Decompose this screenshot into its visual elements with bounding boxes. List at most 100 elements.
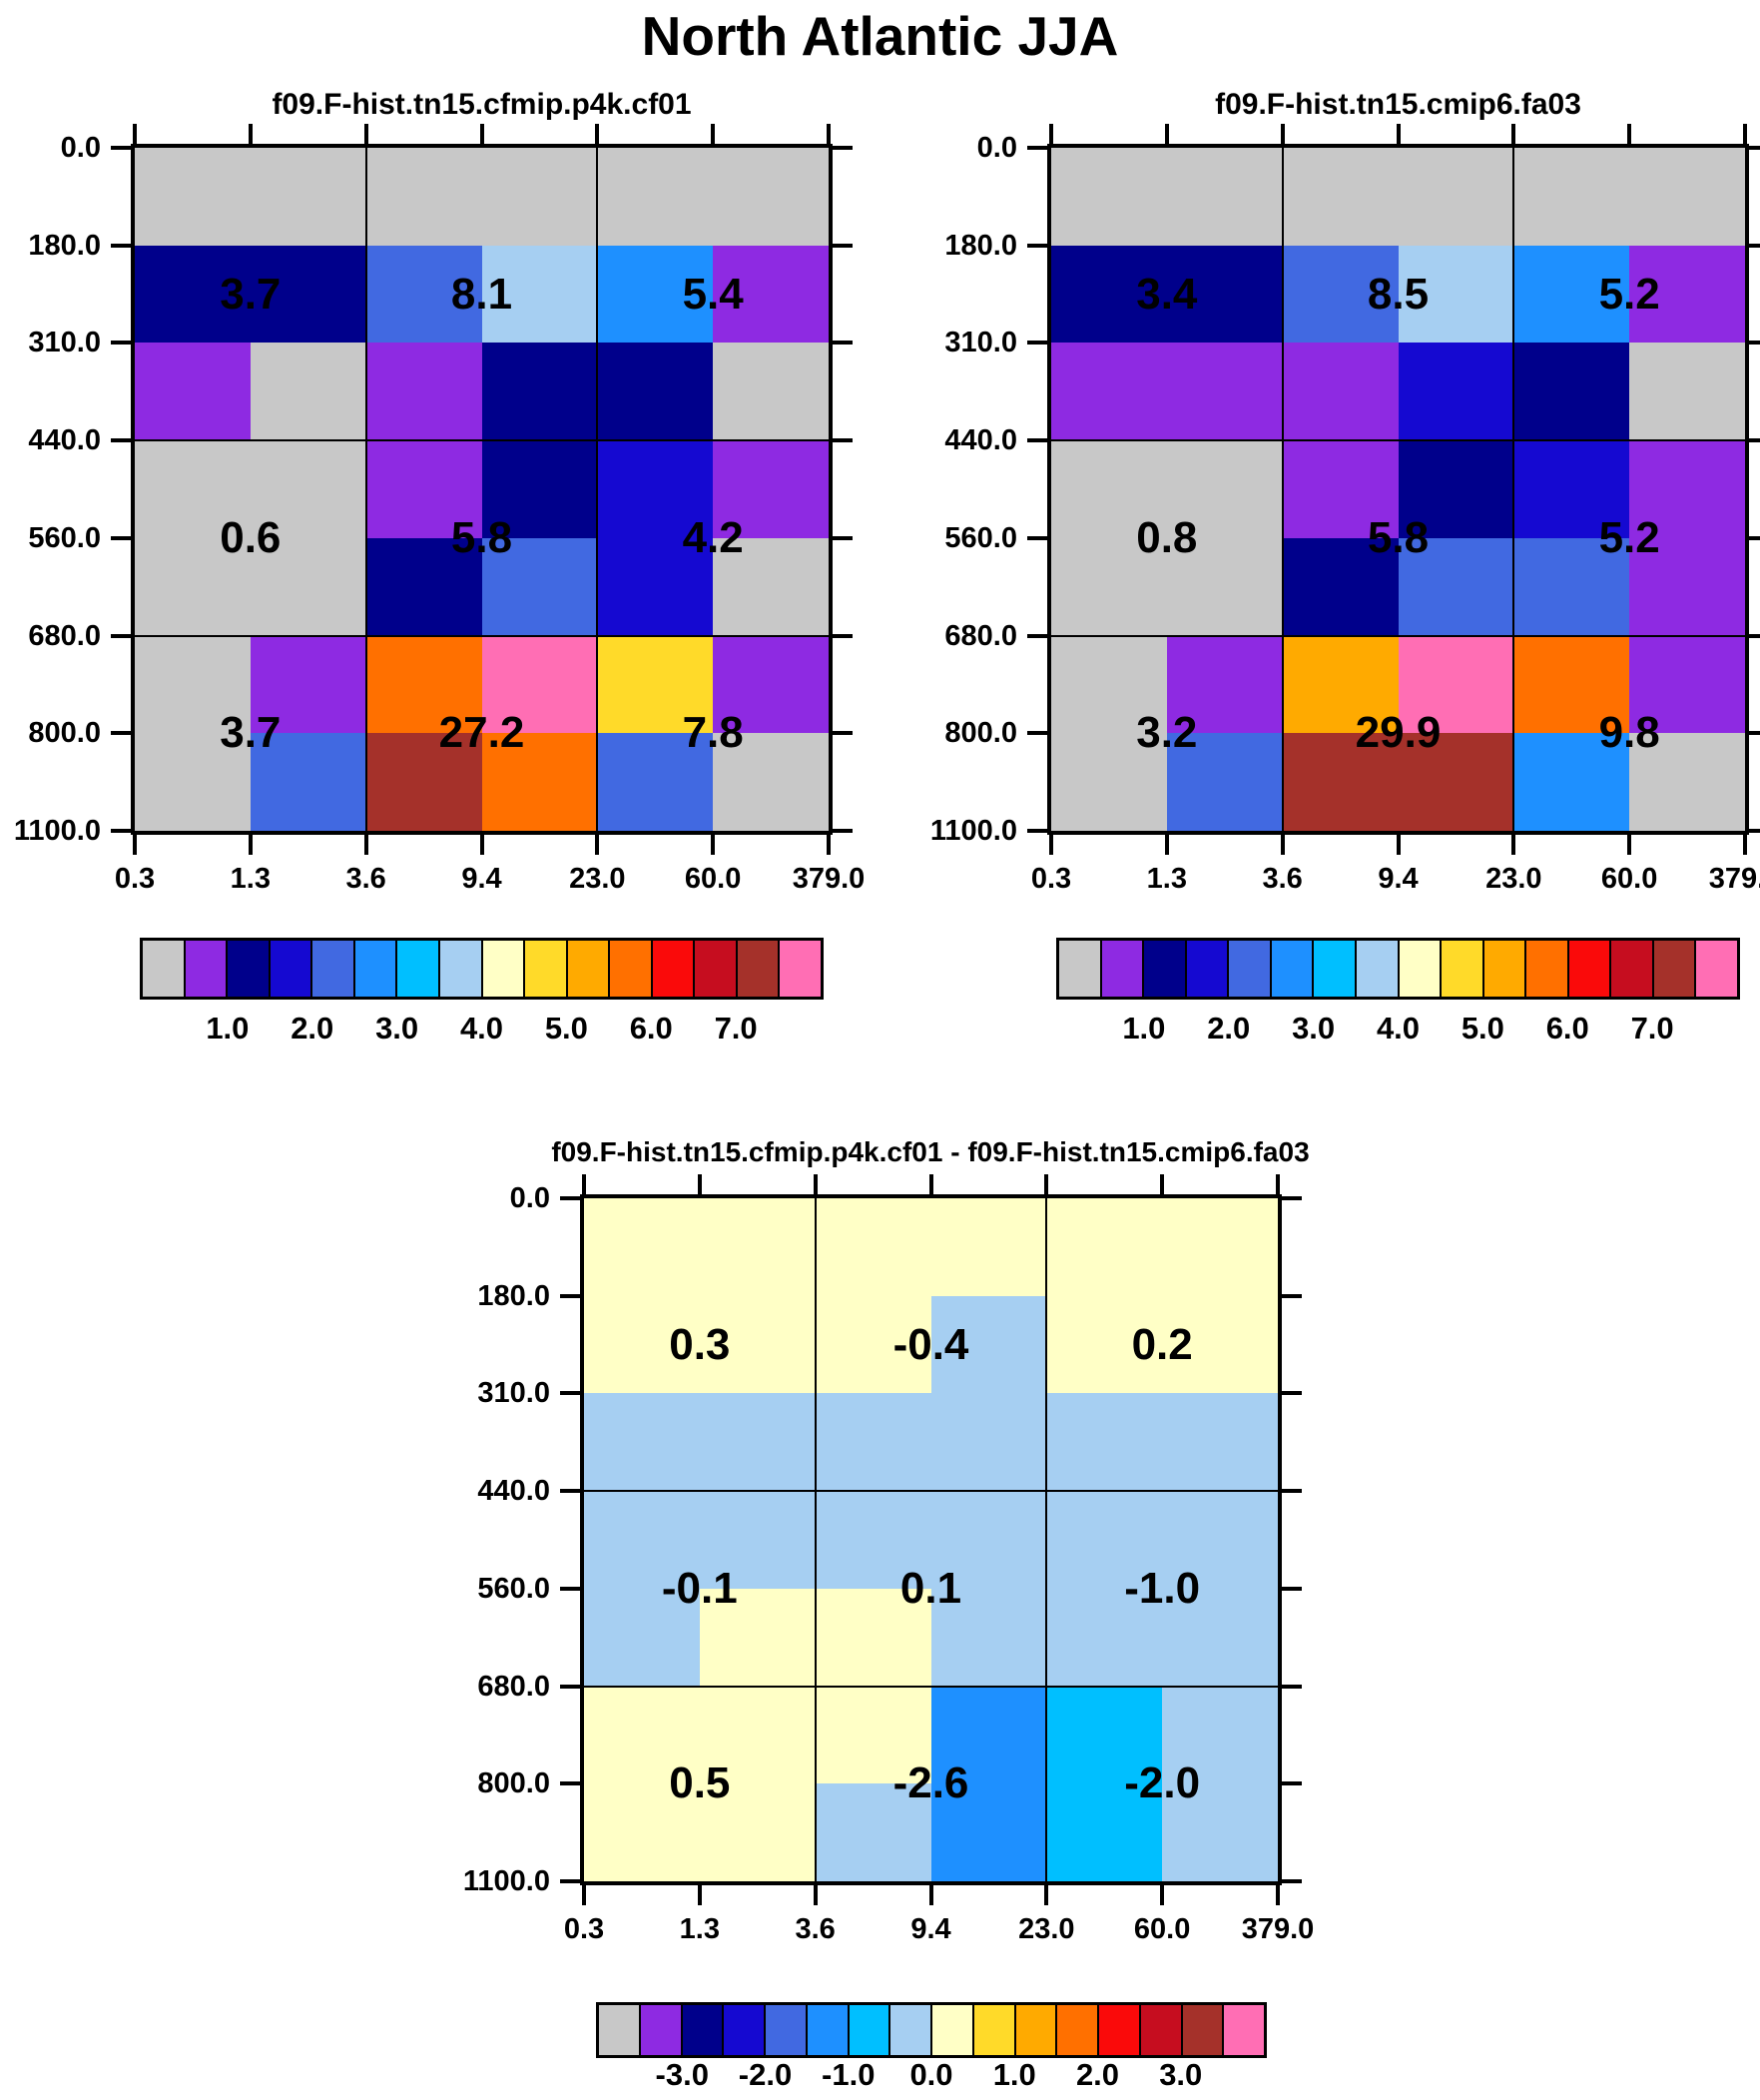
heatmap-cell bbox=[713, 537, 830, 637]
heatmap-cell bbox=[699, 1393, 817, 1492]
colorbar-tick-label: 1.0 bbox=[992, 2057, 1036, 2092]
heatmap-cell bbox=[481, 440, 598, 539]
colorbar-segment bbox=[270, 941, 313, 997]
y-axis-tick bbox=[111, 633, 131, 638]
y-tick-label: 0.0 bbox=[509, 1182, 550, 1214]
colorbar-segment bbox=[1568, 941, 1612, 997]
y-tick-label: 310.0 bbox=[477, 1377, 550, 1410]
heatmap-cell bbox=[1162, 1295, 1279, 1394]
heatmap-cell bbox=[365, 733, 482, 832]
y-axis-tick bbox=[1749, 633, 1760, 638]
heatmap-cell bbox=[1629, 245, 1746, 344]
x-tick-label: 60.0 bbox=[1133, 1913, 1191, 1945]
colorbar-tick-label: 3.0 bbox=[375, 1011, 419, 1046]
y-axis-tick bbox=[560, 1489, 580, 1494]
y-axis-tick bbox=[1027, 243, 1047, 248]
heatmap-cell bbox=[1629, 537, 1746, 637]
colorbar-tick-label: 2.0 bbox=[1207, 1011, 1251, 1046]
colorbar-segment bbox=[354, 941, 398, 997]
y-tick-label: 1100.0 bbox=[13, 815, 101, 847]
y-axis-tick bbox=[1749, 731, 1760, 736]
x-tick-label: 1.3 bbox=[679, 1913, 720, 1945]
block-sum-label: -2.6 bbox=[892, 1758, 969, 1808]
grid-line-vertical bbox=[1512, 148, 1515, 831]
heatmap-cell bbox=[135, 537, 252, 637]
heatmap-cell bbox=[1513, 440, 1630, 539]
x-tick-label: 23.0 bbox=[1018, 1913, 1075, 1945]
colorbar-segment bbox=[652, 941, 696, 997]
colorbar-segment bbox=[1442, 941, 1484, 997]
colorbar-segment bbox=[1224, 2005, 1264, 2055]
heatmap-cell bbox=[597, 343, 714, 441]
heatmap-cell bbox=[1398, 245, 1514, 344]
x-axis-tick bbox=[1396, 124, 1401, 144]
colorbar-tick-label: 4.0 bbox=[1376, 1011, 1421, 1046]
colorbar-tick-label: 0.0 bbox=[909, 2057, 953, 2092]
x-axis-tick bbox=[363, 124, 368, 144]
block-sum-label: 0.3 bbox=[669, 1319, 731, 1369]
heatmap-cell bbox=[930, 1588, 1047, 1688]
heatmap-cell bbox=[250, 440, 367, 539]
heatmap-cell bbox=[1513, 148, 1630, 247]
block-sum-label: 0.2 bbox=[1131, 1319, 1193, 1369]
colorbar-segment bbox=[1526, 941, 1569, 997]
y-axis-tick bbox=[560, 1781, 580, 1786]
heatmap-cell bbox=[1046, 1491, 1163, 1590]
block-sum-label: 0.1 bbox=[899, 1563, 962, 1613]
colorbar bbox=[596, 2002, 1267, 2058]
heatmap-cell bbox=[930, 1783, 1047, 1882]
y-axis-tick bbox=[1027, 731, 1047, 736]
y-axis-tick bbox=[111, 438, 131, 443]
x-axis-tick bbox=[363, 835, 368, 855]
grid-line-horizontal bbox=[584, 1685, 1278, 1688]
x-axis-tick bbox=[248, 835, 253, 855]
heatmap-cell bbox=[930, 1491, 1047, 1590]
x-axis-tick bbox=[479, 124, 484, 144]
colorbar-segment bbox=[1653, 941, 1697, 997]
x-tick-label: 1.3 bbox=[230, 863, 271, 895]
heatmap-cell bbox=[584, 1491, 701, 1590]
grid-line-horizontal bbox=[584, 1490, 1278, 1493]
colorbar-segment bbox=[525, 941, 568, 997]
x-axis-tick bbox=[697, 1885, 702, 1905]
heatmap-cell bbox=[1051, 343, 1168, 441]
heatmap-cell bbox=[1398, 440, 1514, 539]
colorbar-segment bbox=[1229, 941, 1272, 997]
x-axis-tick bbox=[582, 1174, 586, 1194]
block-sum-label: 5.8 bbox=[450, 512, 513, 562]
heatmap-cell bbox=[1282, 537, 1399, 637]
colorbar-segment bbox=[807, 2005, 850, 2055]
heatmap-cell bbox=[250, 245, 367, 344]
heatmap-cell bbox=[1162, 1198, 1279, 1297]
heatmap-cell bbox=[481, 148, 598, 247]
colorbar-segment bbox=[599, 2005, 641, 2055]
y-axis-tick bbox=[833, 535, 853, 540]
colorbar-segment bbox=[1186, 941, 1230, 997]
colorbar-segment bbox=[724, 2005, 766, 2055]
panel-title-right: f09.F-hist.tn15.cmip6.fa03 bbox=[1215, 88, 1581, 121]
heatmap-cell bbox=[597, 733, 714, 832]
y-tick-label: 560.0 bbox=[477, 1572, 550, 1605]
heatmap-cell bbox=[250, 635, 367, 734]
heatmap-cell bbox=[1046, 1783, 1163, 1882]
colorbar-tick-label: -2.0 bbox=[738, 2057, 793, 2092]
plot-border bbox=[580, 1194, 1282, 1885]
y-tick-label: 440.0 bbox=[477, 1475, 550, 1508]
y-axis-tick bbox=[833, 341, 853, 346]
block-sum-label: 4.2 bbox=[682, 512, 744, 562]
heatmap-cell bbox=[699, 1783, 817, 1882]
x-tick-label: 0.3 bbox=[563, 1913, 605, 1945]
y-tick-label: 800.0 bbox=[477, 1767, 550, 1800]
colorbar-segment bbox=[1140, 2005, 1183, 2055]
x-axis-tick bbox=[1049, 124, 1053, 144]
heatmap-cell bbox=[1166, 343, 1284, 441]
block-sum-label: -0.1 bbox=[661, 1563, 738, 1613]
y-axis-tick bbox=[111, 243, 131, 248]
heatmap-cell bbox=[1162, 1783, 1279, 1882]
y-axis-tick bbox=[833, 829, 853, 833]
y-tick-label: 440.0 bbox=[944, 424, 1017, 457]
colorbar-segment bbox=[312, 941, 355, 997]
colorbar-segment bbox=[737, 941, 781, 997]
heatmap-cell bbox=[481, 733, 598, 832]
y-axis-tick bbox=[560, 1391, 580, 1396]
